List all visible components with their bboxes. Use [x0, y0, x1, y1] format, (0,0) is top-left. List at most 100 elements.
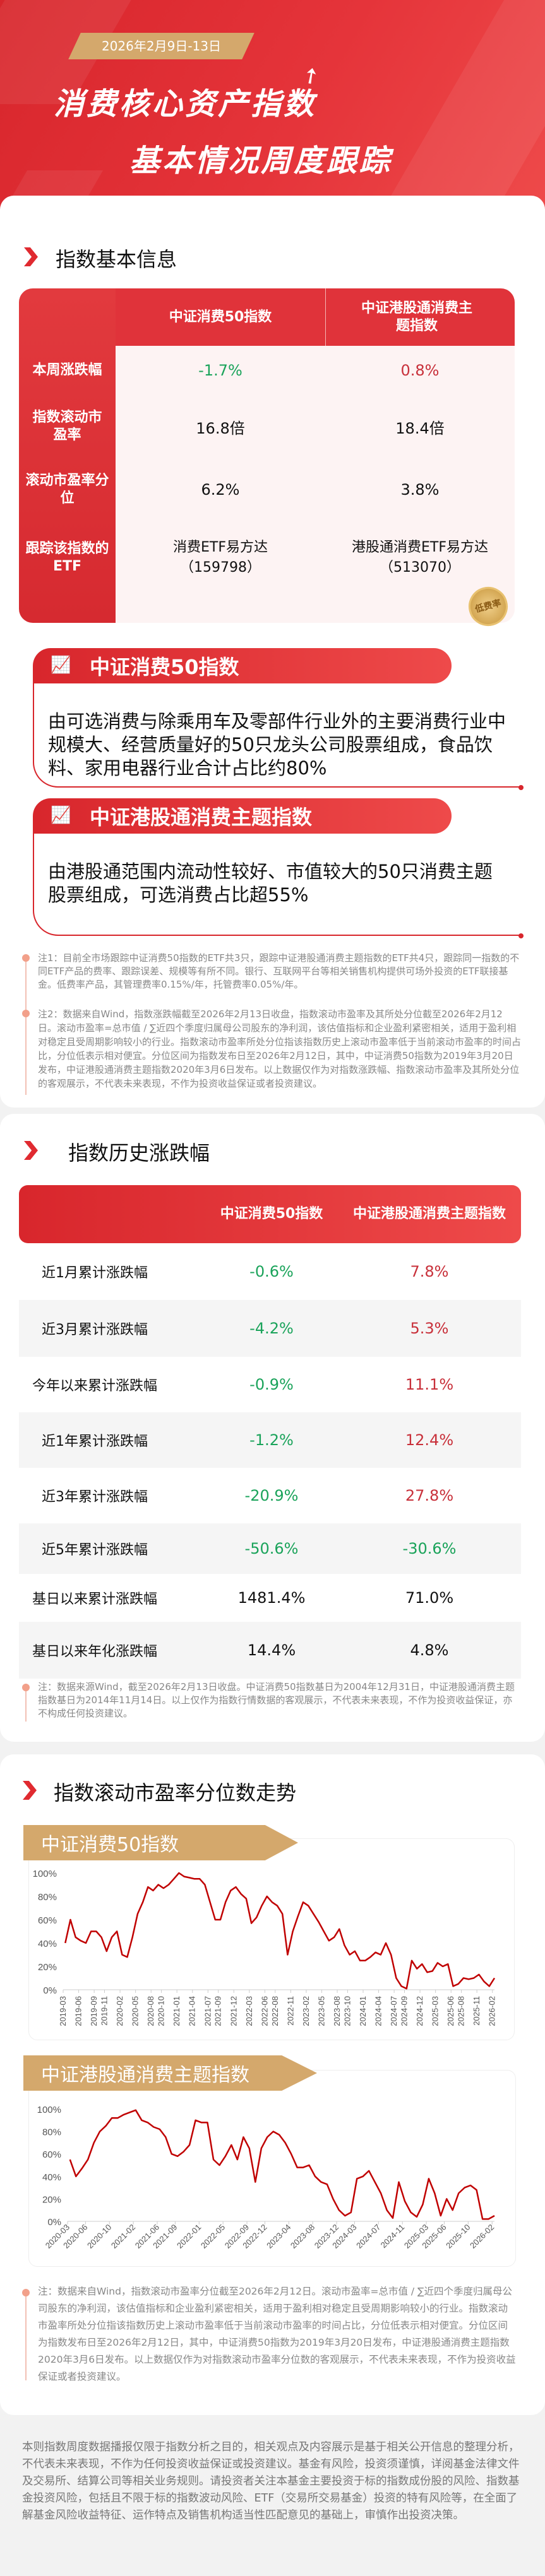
- x-tick-label: 2022-06: [260, 1996, 269, 2026]
- series-line: [64, 1872, 496, 1990]
- value-cell: -1.2%: [249, 1431, 294, 1449]
- x-tick-label: 2023-04: [265, 2223, 292, 2250]
- y-tick-label: 40%: [38, 1939, 57, 1949]
- dot-marker: [518, 933, 524, 938]
- x-tick-label: 2024-12: [415, 1996, 424, 2026]
- chart-title: 中证港股通消费主题指数: [41, 2064, 249, 2086]
- note-dot: [22, 954, 30, 962]
- value-cell: 1481.4%: [237, 1589, 306, 1607]
- x-tick-label: 2023-08: [289, 2223, 316, 2250]
- x-tick-label: 2022-08: [270, 1996, 280, 2026]
- x-tick-label: 2022-11: [285, 1996, 295, 2026]
- x-tick-label: 2023-10: [342, 1996, 352, 2026]
- x-tick-label: 2021-07: [203, 1996, 212, 2026]
- value-cell: -0.6%: [249, 1263, 294, 1280]
- value-cell: 12.4%: [405, 1431, 454, 1449]
- etf-name[interactable]: 消费ETF易方达（159798）: [173, 539, 268, 576]
- row-label: 近3年累计涨跌幅: [42, 1489, 148, 1505]
- history-row: 近5年累计涨跌幅 -50.6% -30.6%: [19, 1523, 521, 1574]
- pe-chart-consumer50: 0%20%40%60%80%100%2019-03 2019-06 2019-09 2…: [33, 1869, 497, 2026]
- chart-up-icon: 📈: [51, 806, 71, 825]
- pe-chart-hk-consumer: 0%20%40%60%80%100%2020-032020-062020-102…: [37, 2105, 496, 2250]
- index-name: 中证港股通消费主题指数: [90, 805, 313, 829]
- history-row: 近3年累计涨跌幅 -20.9% 27.8%: [19, 1468, 521, 1523]
- row-label: 本周涨跌幅: [32, 362, 102, 378]
- note-dot: [22, 1010, 30, 1017]
- note-2: 注2：数据来自Wind，指数涨跌幅截至2026年2月13日收盘，指数滚动市盈率及…: [38, 1008, 522, 1089]
- x-tick-label: 2021-02: [109, 2223, 137, 2250]
- x-tick-label: 2019-03: [58, 1996, 68, 2026]
- history-table-header: 中证消费50指数 中证港股通消费主题指数: [19, 1185, 521, 1243]
- x-tick-label: 2022-05: [199, 2223, 227, 2250]
- x-tick-label: 2019-09: [89, 1996, 99, 2026]
- index-intro-header: 📈 中证港股通消费主题指数: [33, 798, 452, 834]
- basic-info-table: 中证消费50指数 中证港股通消费主题指数 本周涨跌幅 -1.7% 0.8% 指数…: [19, 288, 515, 623]
- row-label: 指数滚动市盈率: [32, 410, 102, 443]
- x-tick-label: 2020-08: [146, 1996, 155, 2026]
- hero-title-line1: 消费核心资产指数: [54, 86, 317, 122]
- section-title-pe: 指数滚动市盈率分位数走势: [54, 1781, 297, 1805]
- pe-note: 注：数据来自Wind，指数滚动市盈率分位截至2026年2月12日。滚动市盈率=总…: [38, 2286, 516, 2382]
- chart-up-icon: 📈: [51, 656, 71, 675]
- x-tick-label: 2020-10: [157, 1996, 166, 2026]
- value-cell: 4.8%: [410, 1641, 449, 1659]
- value-cell: -1.7%: [198, 362, 243, 379]
- x-tick-label: 2025-10: [444, 2223, 472, 2250]
- col-header: 中证港股通消费主题指数: [361, 300, 472, 334]
- x-tick-label: 2024-07: [389, 1996, 398, 2026]
- value-cell: 71.0%: [405, 1589, 454, 1607]
- history-note: 注：数据来源Wind，截至2026年2月13日收盘。中证消费50指数基日为200…: [38, 1681, 515, 1719]
- chart-box-2: [28, 2070, 516, 2267]
- value-cell: 16.8倍: [196, 419, 245, 437]
- value-cell: -20.9%: [244, 1487, 299, 1504]
- row-label: 今年以来累计涨跌幅: [32, 1378, 157, 1394]
- history-row: 今年以来累计涨跌幅 -0.9% 11.1%: [19, 1357, 521, 1412]
- value-cell: -4.2%: [249, 1320, 294, 1337]
- x-tick-label: 2025-06: [446, 1996, 455, 2026]
- index-desc-text: 由可选消费与除乘用车及零部件行业外的主要消费行业中规模大、经营质量好的50只龙头…: [48, 711, 506, 779]
- value-cell: 7.8%: [410, 1263, 449, 1280]
- value-cell: 27.8%: [405, 1487, 454, 1504]
- date-badge: 2026年2月9日-13日: [68, 33, 255, 59]
- col-header: 中证消费50指数: [220, 1206, 323, 1222]
- section-title-basic: 指数基本信息: [56, 247, 177, 271]
- y-tick-label: 80%: [42, 2127, 61, 2138]
- chart-title-banner: 中证港股通消费主题指数: [23, 2055, 317, 2091]
- x-tick-label: 2021-09: [213, 1996, 223, 2026]
- history-row: 基日以来年化涨跌幅 14.4% 4.8%: [19, 1622, 521, 1679]
- y-tick-label: 80%: [38, 1892, 57, 1903]
- index-intro-desc: 由港股通范围内流动性较好、市值较大的50只消费主题股票组成，可选消费占比超55%: [33, 834, 519, 936]
- y-tick-label: 40%: [42, 2172, 61, 2183]
- y-tick-label: 60%: [42, 2149, 61, 2160]
- x-tick-label: 2025-08: [457, 1996, 466, 2026]
- history-row: 基日以来累计涨跌幅 1481.4% 71.0%: [19, 1574, 521, 1622]
- x-tick-label: 2020-10: [85, 2223, 113, 2250]
- etf-name[interactable]: 港股通消费ETF易方达（513070）: [352, 539, 488, 576]
- hero-banner: 2026年2月9日-13日 消费核心资产指数 ➚ 基本情况周度跟踪: [0, 0, 545, 215]
- x-tick-label: 2024-11: [379, 2223, 407, 2250]
- value-cell: 6.2%: [201, 481, 240, 499]
- note-1: 注1：目前全市场跟踪中证消费50指数的ETF共3只，跟踪中证港股通消费主题指数的…: [38, 952, 520, 990]
- chart-title: 中证消费50指数: [41, 1834, 179, 1856]
- x-tick-label: 2020-02: [115, 1996, 124, 2026]
- index-name: 中证消费50指数: [90, 655, 239, 679]
- hero-title-line2: 基本情况周度跟踪: [129, 143, 393, 179]
- note-line: [25, 1684, 27, 1722]
- value-cell: 0.8%: [400, 362, 440, 379]
- x-tick-label: 2021-12: [229, 1996, 238, 2026]
- section-title-history: 指数历史涨跌幅: [68, 1141, 210, 1165]
- disclaimer: 本则指数周度数据播报仅限于指数分析之目的，相关观点及内容展示是基于相关公开信息的…: [22, 2441, 520, 2522]
- x-tick-label: 2025-03: [431, 1996, 440, 2026]
- chart-title-banner: 中证消费50指数: [23, 1825, 298, 1860]
- x-tick-label: 2019-06: [74, 1996, 83, 2026]
- index-intro-desc: 由可选消费与除乘用车及零部件行业外的主要消费行业中规模大、经营质量好的50只龙头…: [33, 683, 519, 788]
- value-cell: 11.1%: [405, 1376, 454, 1393]
- x-tick-label: 2025-11: [472, 1996, 481, 2026]
- y-tick-label: 20%: [42, 2194, 61, 2205]
- x-tick-label: 2024-09: [400, 1996, 409, 2026]
- x-tick-label: 2026-02: [468, 2223, 496, 2250]
- y-tick-label: 100%: [33, 1869, 57, 1879]
- y-tick-label: 0%: [47, 2217, 61, 2228]
- row-label: 滚动市盈率分位: [25, 473, 109, 506]
- index-intro-header: 📈 中证消费50指数: [33, 648, 452, 683]
